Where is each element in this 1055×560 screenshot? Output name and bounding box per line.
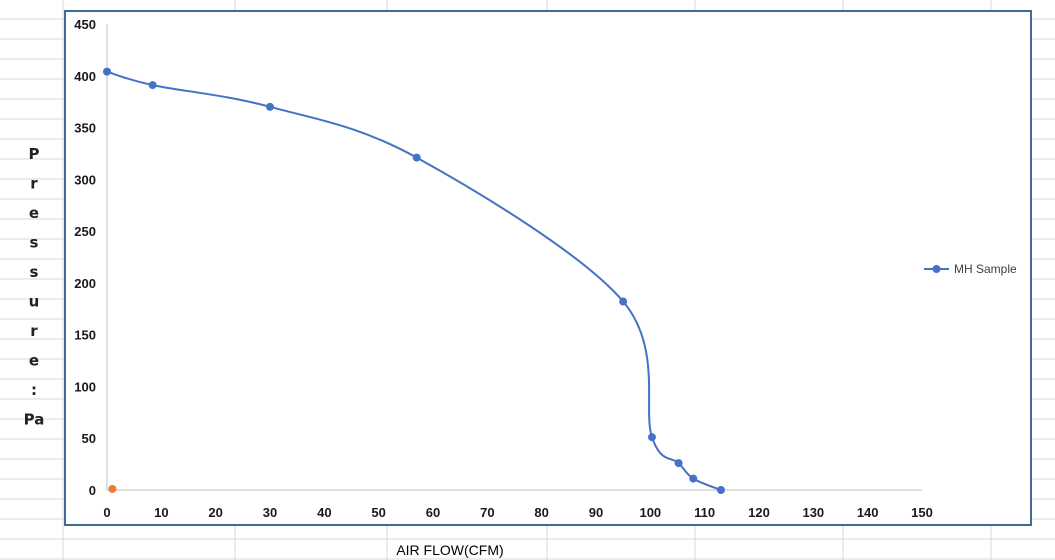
x-tick-label: 110	[694, 505, 715, 520]
legend[interactable]: MH Sample	[924, 262, 1017, 276]
x-tick-label: 10	[154, 505, 168, 520]
x-tick-label: 70	[480, 505, 494, 520]
series-line	[106, 70, 722, 491]
x-tick-label: 80	[534, 505, 548, 520]
y-axis-title-char: P	[29, 145, 40, 163]
y-tick-label: 250	[74, 224, 96, 239]
x-tick-label: 120	[748, 505, 770, 520]
x-tick-label: 40	[317, 505, 331, 520]
data-point[interactable]	[647, 433, 656, 442]
legend-marker	[932, 265, 941, 273]
x-tick-label: 90	[589, 505, 603, 520]
legend-label: MH Sample	[954, 262, 1017, 276]
y-tick-labels: 0 50 100 150 200 250 300 350 400 450	[74, 17, 96, 498]
x-tick-label: 60	[426, 505, 440, 520]
data-point[interactable]	[266, 102, 274, 111]
extra-data-point[interactable]	[108, 484, 117, 493]
y-axis-title-char: r	[30, 322, 38, 340]
data-point[interactable]	[103, 67, 111, 76]
data-point[interactable]	[412, 153, 421, 162]
y-axis-title-char: :	[31, 381, 37, 399]
y-tick-label: 300	[74, 172, 96, 187]
chart-area[interactable]	[64, 10, 1032, 526]
y-tick-label: 0	[89, 483, 96, 498]
y-axis-title-char: s	[30, 263, 39, 281]
data-point[interactable]	[674, 459, 683, 468]
y-axis-title-char: Pa	[24, 411, 45, 429]
y-tick-label: 200	[74, 276, 96, 291]
y-axis-title-char: e	[29, 204, 39, 222]
y-axis-title-char: r	[30, 175, 38, 193]
x-tick-label: 130	[802, 505, 824, 520]
x-tick-labels: 0 10 20 30 40 50 60 70 80 90 100 110 120 130 140 150	[103, 505, 932, 520]
y-tick-label: 350	[74, 121, 96, 136]
y-tick-label: 50	[82, 431, 96, 446]
x-tick-label: 0	[103, 505, 110, 520]
x-tick-label: 20	[208, 505, 222, 520]
data-point[interactable]	[148, 81, 157, 90]
x-tick-label: 140	[857, 505, 879, 520]
data-point[interactable]	[689, 474, 698, 483]
data-point[interactable]	[716, 486, 725, 494]
x-axis-title: AIR FLOW(CFM)	[396, 542, 503, 558]
y-tick-label: 400	[74, 69, 96, 84]
data-point[interactable]	[619, 297, 628, 306]
x-tick-label: 100	[639, 505, 661, 520]
y-axis-title-char: e	[29, 352, 39, 370]
y-tick-label: 150	[74, 328, 96, 343]
x-tick-label: 150	[911, 505, 933, 520]
y-axis-title-char: s	[30, 234, 39, 252]
x-tick-label: 30	[263, 505, 277, 520]
y-axis-title-char: u	[29, 293, 40, 311]
y-tick-label: 450	[74, 17, 96, 32]
x-tick-label: 50	[371, 505, 385, 520]
plot-series	[103, 67, 725, 494]
y-tick-label: 100	[74, 379, 96, 394]
